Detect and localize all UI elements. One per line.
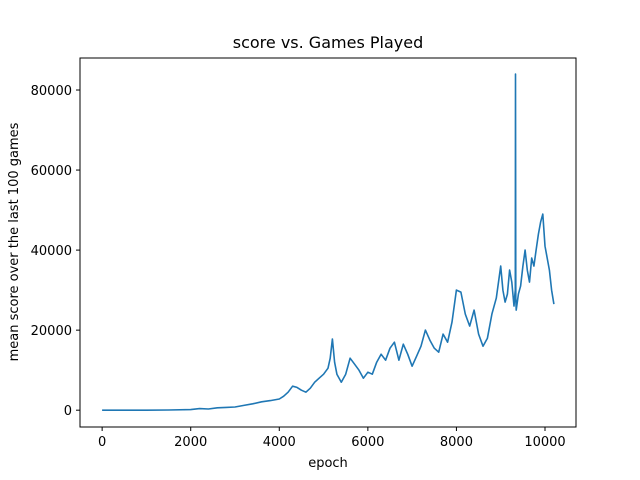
x-tick-label: 6000 — [351, 435, 384, 450]
plot-area — [102, 73, 555, 412]
x-tick-label: 8000 — [440, 435, 473, 450]
x-tick-label: 4000 — [263, 435, 296, 450]
x-tick-label: 0 — [98, 435, 106, 450]
x-axis: 0 2000 4000 6000 8000 10000 — [98, 427, 566, 450]
y-axis: 0 20000 40000 60000 80000 — [31, 84, 80, 419]
y-tick-label: 80000 — [31, 84, 72, 99]
y-axis-label: mean score over the last 100 games — [7, 122, 22, 361]
y-tick-label: 40000 — [31, 244, 72, 259]
series-line-0 — [102, 73, 555, 412]
x-tick-label: 10000 — [524, 435, 565, 450]
x-tick-label: 2000 — [174, 435, 207, 450]
plot-frame — [79, 57, 577, 428]
chart-title: score vs. Games Played — [233, 33, 423, 52]
y-tick-label: 60000 — [31, 164, 72, 179]
y-tick-label: 20000 — [31, 324, 72, 339]
x-axis-label: epoch — [308, 456, 348, 471]
y-tick-label: 0 — [64, 404, 72, 419]
